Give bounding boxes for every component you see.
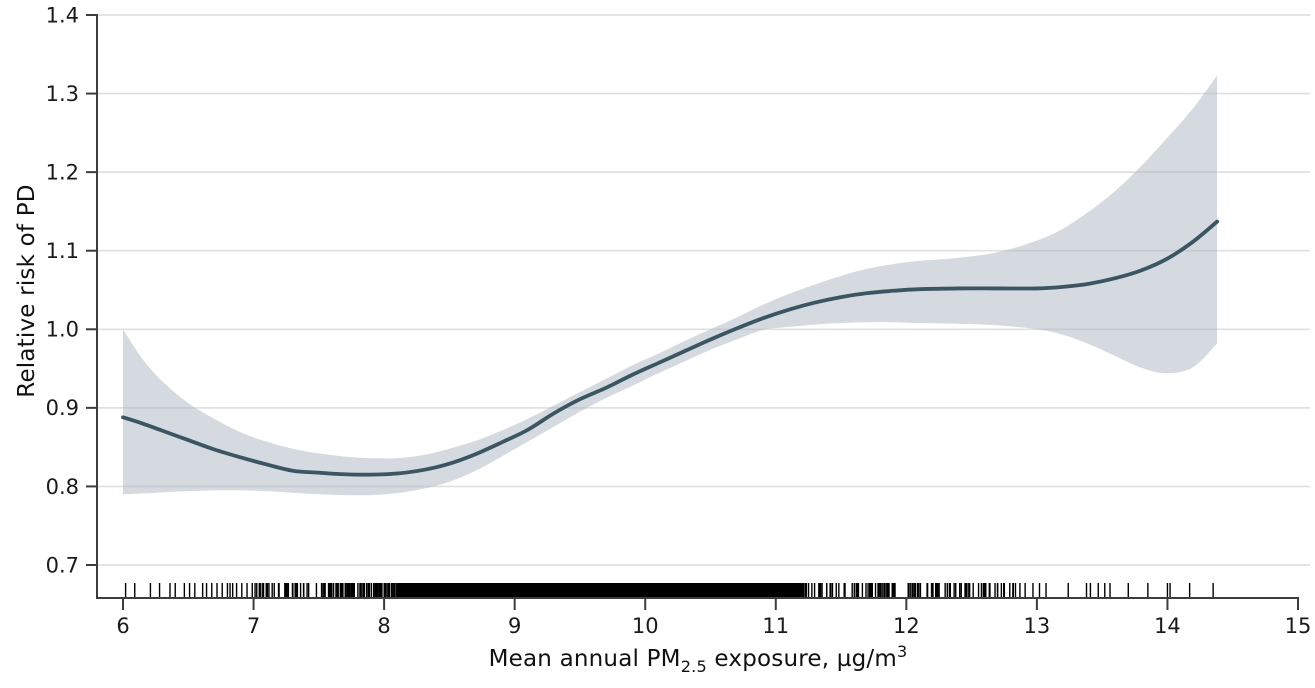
x-tick-label: 14: [1154, 614, 1181, 638]
y-tick-label: 1.2: [46, 160, 79, 184]
x-axis-title-pre: Mean annual PM: [488, 646, 681, 672]
x-tick-label: 6: [116, 614, 129, 638]
x-tick-label: 11: [762, 614, 789, 638]
rug-solid-band: [399, 583, 805, 597]
y-tick-label: 1.3: [46, 82, 79, 106]
y-tick-label: 0.9: [46, 396, 79, 420]
x-tick-label: 15: [1285, 614, 1312, 638]
y-tick-label: 1.0: [46, 318, 79, 342]
x-tick-label: 8: [377, 614, 390, 638]
x-tick-label: 13: [1024, 614, 1051, 638]
risk-curve: [121, 219, 1219, 477]
y-tick-label: 0.8: [46, 475, 79, 499]
x-axis-title: Mean annual PM2.5 exposure, µg/m3: [97, 642, 1299, 675]
y-axis-title: Relative risk of PD: [14, 184, 40, 397]
y-tick-label: 0.7: [46, 553, 79, 577]
y-axis-title-text: Relative risk of PD: [14, 184, 40, 398]
x-axis-title-superscript: 3: [896, 642, 908, 662]
x-tick-label: 10: [632, 614, 659, 638]
x-axis-title-mid: exposure, µg/m: [706, 646, 897, 672]
y-tick-label: 1.4: [46, 3, 79, 27]
x-axis-title-subscript: 2.5: [680, 656, 707, 676]
y-tick-label: 1.1: [46, 239, 79, 263]
confidence-band: [123, 75, 1218, 496]
x-tick-label: 12: [893, 614, 920, 638]
x-tick-label: 9: [508, 614, 521, 638]
x-tick-label: 7: [247, 614, 260, 638]
